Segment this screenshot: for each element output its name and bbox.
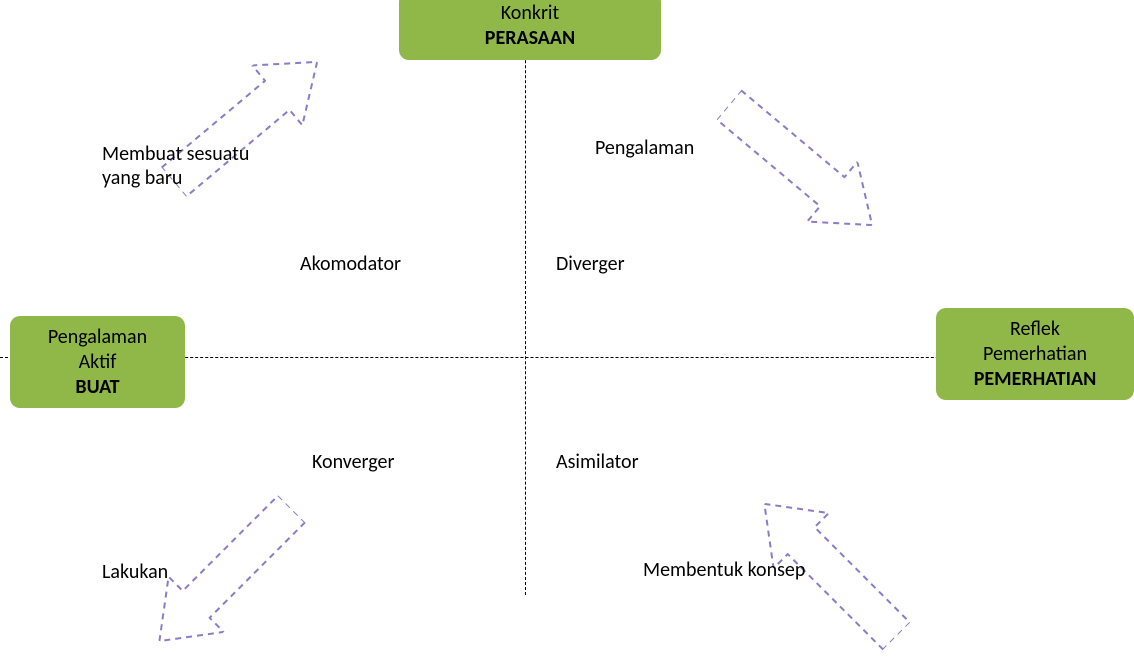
edge-label-bl: Lakukan	[102, 560, 168, 584]
node-top-line1: Konkrit	[501, 1, 559, 26]
node-left-line1: Pengalaman	[48, 325, 147, 350]
node-top-bold: PERASAAN	[485, 26, 575, 51]
node-right-line2: Pemerhatian	[983, 342, 1087, 367]
node-right-line1: Reflek	[1010, 317, 1060, 342]
edge-label-tr: Pengalaman	[595, 136, 694, 160]
quadrant-bl: Konverger	[312, 450, 394, 474]
diagram-canvas: Konkrit PERASAAN Pengalaman Aktif BUAT R…	[0, 0, 1134, 595]
quadrant-tr: Diverger	[556, 252, 625, 276]
node-left-bold: BUAT	[75, 375, 119, 400]
arrow-top-right	[703, 75, 896, 255]
node-left: Pengalaman Aktif BUAT	[10, 316, 185, 408]
node-right-bold: PEMERHATIAN	[974, 367, 1097, 392]
node-top: Konkrit PERASAAN	[399, 0, 661, 60]
node-right: Reflek Pemerhatian PEMERHATIAN	[936, 308, 1134, 400]
axis-vertical	[525, 0, 526, 595]
edge-label-tl: Membuat sesuatu yang baru	[102, 142, 249, 190]
quadrant-br: Asimilator	[556, 450, 639, 474]
quadrant-tl: Akomodator	[300, 252, 401, 276]
edge-label-br: Membentuk konsep	[643, 558, 805, 582]
node-left-line2: Aktif	[79, 350, 117, 375]
